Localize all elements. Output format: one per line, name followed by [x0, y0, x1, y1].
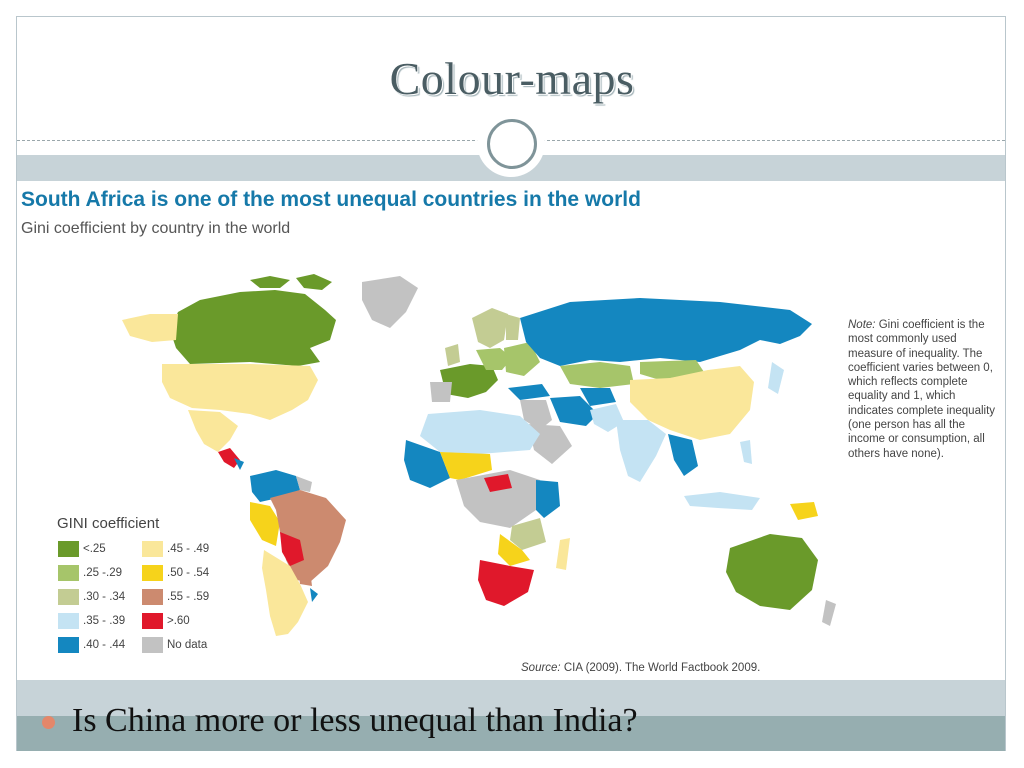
- legend-item: .35 - .39: [58, 613, 125, 629]
- central-america: [218, 448, 240, 468]
- circle-ornament-icon: [481, 113, 541, 173]
- legend-item: .50 - .54: [142, 565, 209, 581]
- map-note: Note: Gini coefficient is the most commo…: [848, 319, 996, 460]
- finland: [506, 314, 520, 340]
- new-zealand: [822, 600, 836, 626]
- australia: [726, 534, 818, 610]
- bolivia: [280, 532, 304, 566]
- iran: [550, 396, 598, 426]
- iberia: [430, 382, 452, 402]
- legend-swatch: [58, 565, 79, 581]
- madagascar: [556, 538, 570, 570]
- legend-title: GINI coefficient: [57, 515, 160, 532]
- car: [484, 474, 512, 492]
- bullet-text: Is China more or less unequal than India…: [72, 702, 638, 739]
- legend-swatch: [142, 613, 163, 629]
- map-title: South Africa is one of the most unequal …: [21, 188, 641, 211]
- central-asia: [580, 388, 616, 406]
- east-africa: [536, 480, 560, 518]
- legend-item: No data: [142, 637, 207, 653]
- legend-item: >.60: [142, 613, 190, 629]
- canadian-islands: [250, 274, 332, 290]
- western-europe: [440, 364, 498, 398]
- legend-item: .25 -.29: [58, 565, 122, 581]
- legend-swatch: [142, 541, 163, 557]
- middle-east: [520, 400, 552, 430]
- uruguay: [310, 588, 318, 602]
- legend-item: .45 - .49: [142, 541, 209, 557]
- footer-band: [17, 680, 1005, 716]
- sahel: [440, 452, 492, 480]
- india: [616, 420, 666, 482]
- south-africa: [478, 560, 534, 606]
- legend-swatch: [58, 613, 79, 629]
- scandinavia: [472, 308, 508, 348]
- afghanistan-pakistan: [590, 404, 624, 432]
- legend-swatch: [58, 541, 79, 557]
- bullet-icon: [42, 715, 55, 729]
- kazakhstan: [560, 362, 634, 388]
- argentina-chile: [262, 550, 308, 636]
- slide-title: Colour-maps: [389, 53, 635, 104]
- bullet-item: Is China more or less unequal than India…: [42, 702, 638, 740]
- indonesia: [684, 492, 760, 510]
- peru: [250, 502, 280, 546]
- southeast-asia: [668, 434, 698, 476]
- greenland: [362, 276, 418, 328]
- north-africa: [420, 410, 540, 454]
- legend-swatch: [142, 589, 163, 605]
- legend-swatch: [142, 637, 163, 653]
- map-source: Source: CIA (2009). The World Factbook 2…: [521, 662, 761, 674]
- west-africa: [404, 440, 450, 488]
- china: [630, 366, 754, 440]
- legend-item: .40 - .44: [58, 637, 125, 653]
- world-gini-map: [122, 274, 836, 636]
- alaska: [122, 314, 178, 342]
- southern-central: [498, 534, 530, 566]
- legend-swatch: [58, 637, 79, 653]
- eastern-europe: [504, 342, 540, 376]
- legend-swatch: [142, 565, 163, 581]
- legend-item: <.25: [58, 541, 106, 557]
- footer-band-dark: [17, 716, 1005, 751]
- central-europe: [476, 348, 512, 370]
- legend-item: .55 - .59: [142, 589, 209, 605]
- guianas: [296, 476, 312, 492]
- turkey: [508, 384, 550, 400]
- japan: [768, 362, 784, 394]
- legend-item: .30 - .34: [58, 589, 125, 605]
- map-subtitle: Gini coefficient by country in the world: [21, 220, 291, 237]
- central-africa: [456, 470, 540, 528]
- tanzania-region: [510, 518, 546, 550]
- paraguay: [298, 566, 312, 586]
- russia: [520, 298, 812, 366]
- uk: [445, 344, 460, 366]
- mongolia: [640, 360, 704, 380]
- papua: [790, 502, 818, 520]
- legend-swatch: [58, 589, 79, 605]
- philippines: [740, 440, 752, 464]
- canada: [170, 290, 336, 366]
- central-america-b: [234, 458, 244, 470]
- mexico: [188, 410, 238, 452]
- usa: [162, 364, 318, 420]
